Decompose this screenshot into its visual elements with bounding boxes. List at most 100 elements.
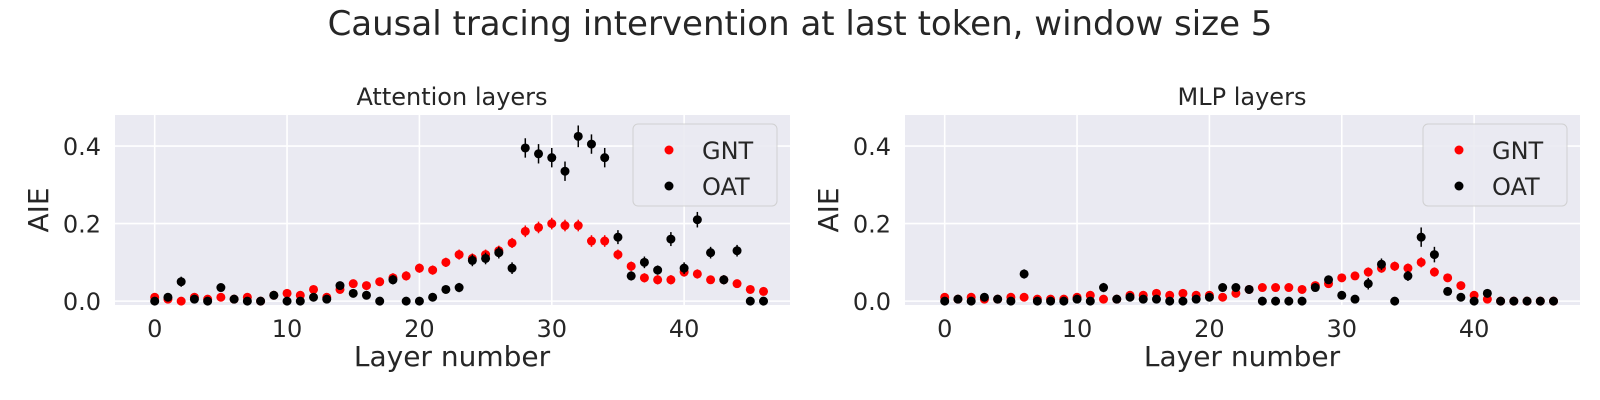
attention-oat-point (269, 290, 279, 300)
attention-oat-point (679, 263, 689, 273)
mlp-grid (905, 115, 1580, 305)
mlp-oat-point (1006, 296, 1016, 306)
attention-oat-point (348, 288, 358, 298)
attention-gnt-point (613, 250, 623, 260)
attention-gnt-point (745, 284, 755, 294)
attention-gnt-point (706, 275, 716, 285)
attention-oat-point (375, 296, 385, 306)
mlp-y-tick-label: 0.4 (853, 133, 891, 161)
attention-oat-point (666, 234, 676, 244)
mlp-gnt-point (1271, 283, 1281, 293)
attention-oat-point (732, 246, 742, 256)
figure-title: Causal tracing intervention at last toke… (328, 4, 1273, 44)
mlp-gnt-point (1456, 281, 1466, 291)
mlp-oat-point (1456, 292, 1466, 302)
mlp-oat-point (1416, 232, 1426, 242)
attention-x-axis-label: Layer number (354, 340, 551, 373)
mlp-gnt-point (1429, 267, 1439, 277)
mlp-oat-point (1482, 288, 1492, 298)
mlp-oat-point (1019, 269, 1029, 279)
attention-gnt-point (600, 236, 610, 246)
attention-oat-point (189, 294, 199, 304)
attention-oat-point (203, 296, 213, 306)
mlp-oat-point (1284, 296, 1294, 306)
attention-gnt-point (534, 222, 544, 232)
attention-gnt-point (626, 261, 636, 271)
mlp-oat-point (1151, 294, 1161, 304)
attention-oat-point (322, 294, 332, 304)
mlp-oat-point (1363, 279, 1373, 289)
attention-gnt-point (759, 286, 769, 296)
attention-oat-point (626, 271, 636, 281)
attention-gnt-point (375, 277, 385, 287)
mlp-gnt-point (1403, 263, 1413, 273)
attention-oat-point (573, 131, 583, 141)
attention-gnt-point (573, 221, 583, 231)
mlp-legend-gnt-marker (1454, 145, 1464, 155)
mlp-oat-point (1244, 284, 1254, 294)
mlp-gnt-point (1443, 273, 1453, 283)
mlp-oat-point (1046, 296, 1056, 306)
attention-gnt-point (401, 271, 411, 281)
mlp-gnt-point (1218, 292, 1228, 302)
attention-oat-point (163, 292, 173, 302)
attention-y-tick-label: 0.2 (63, 211, 101, 239)
attention-oat-point (216, 283, 226, 293)
attention-gnt-point (732, 279, 742, 289)
mlp-oat-point (1297, 296, 1307, 306)
attention-oat-point (401, 296, 411, 306)
mlp-panel-title: MLP layers (1178, 83, 1307, 111)
attention-oat-point (745, 296, 755, 306)
attention-x-tick-label: 0 (147, 315, 162, 343)
attention-x-tick-label: 20 (404, 315, 435, 343)
attention-oat-point (414, 296, 424, 306)
attention-oat-point (639, 257, 649, 267)
attention-oat-point (295, 296, 305, 306)
mlp-x-tick-label: 10 (1062, 315, 1093, 343)
mlp-oat-point (1231, 283, 1241, 293)
attention-gnt-point (309, 284, 319, 294)
attention-gnt-point (441, 257, 451, 267)
attention-oat-point (242, 296, 252, 306)
mlp-y-tick-label: 0.2 (853, 211, 891, 239)
mlp-x-tick-label: 20 (1194, 315, 1225, 343)
mlp-oat-point (1469, 296, 1479, 306)
mlp-oat-point (1403, 271, 1413, 281)
mlp-marks (940, 227, 1559, 306)
mlp-y-axis-label: AIE (812, 187, 845, 232)
mlp-oat-point (1072, 294, 1082, 304)
attention-gnt-point (176, 296, 186, 306)
attention-legend-oat-marker (664, 181, 674, 191)
mlp-gnt-point (1257, 283, 1267, 293)
attention-marks (150, 125, 769, 306)
attention-oat-point (547, 153, 557, 163)
mlp-oat-point (1085, 296, 1095, 306)
mlp-oat-point (1337, 290, 1347, 300)
mlp-oat-point (1376, 259, 1386, 269)
mlp-oat-point (1271, 296, 1281, 306)
attention-gnt-point (507, 238, 517, 248)
mlp-oat-point (1509, 296, 1519, 306)
mlp-oat-point (966, 296, 976, 306)
mlp-oat-point (1032, 296, 1042, 306)
mlp-gnt-point (1019, 292, 1029, 302)
mlp-gnt-point (1297, 284, 1307, 294)
mlp-oat-point (979, 292, 989, 302)
mlp-oat-point (1549, 296, 1559, 306)
attention-gnt-point (639, 273, 649, 283)
mlp-oat-point (1204, 292, 1214, 302)
attention-oat-point (388, 275, 398, 285)
mlp-oat-point (1165, 296, 1175, 306)
mlp-gnt-point (1416, 257, 1426, 267)
mlp-x-axis-label: Layer number (1144, 340, 1341, 373)
attention-oat-point (613, 232, 623, 242)
mlp-layers-panel: 0 10 20 30 40 0.0 0.2 0.4 MLP layers Layer numb… (812, 83, 1580, 373)
attention-oat-point (229, 294, 239, 304)
mlp-legend-oat-label: OAT (1492, 173, 1540, 201)
attention-gnt-point (361, 281, 371, 291)
mlp-legend-oat-marker (1454, 181, 1464, 191)
mlp-oat-point (1112, 294, 1122, 304)
attention-oat-point (176, 277, 186, 287)
mlp-oat-point (1218, 283, 1228, 293)
attention-gnt-point (454, 250, 464, 260)
